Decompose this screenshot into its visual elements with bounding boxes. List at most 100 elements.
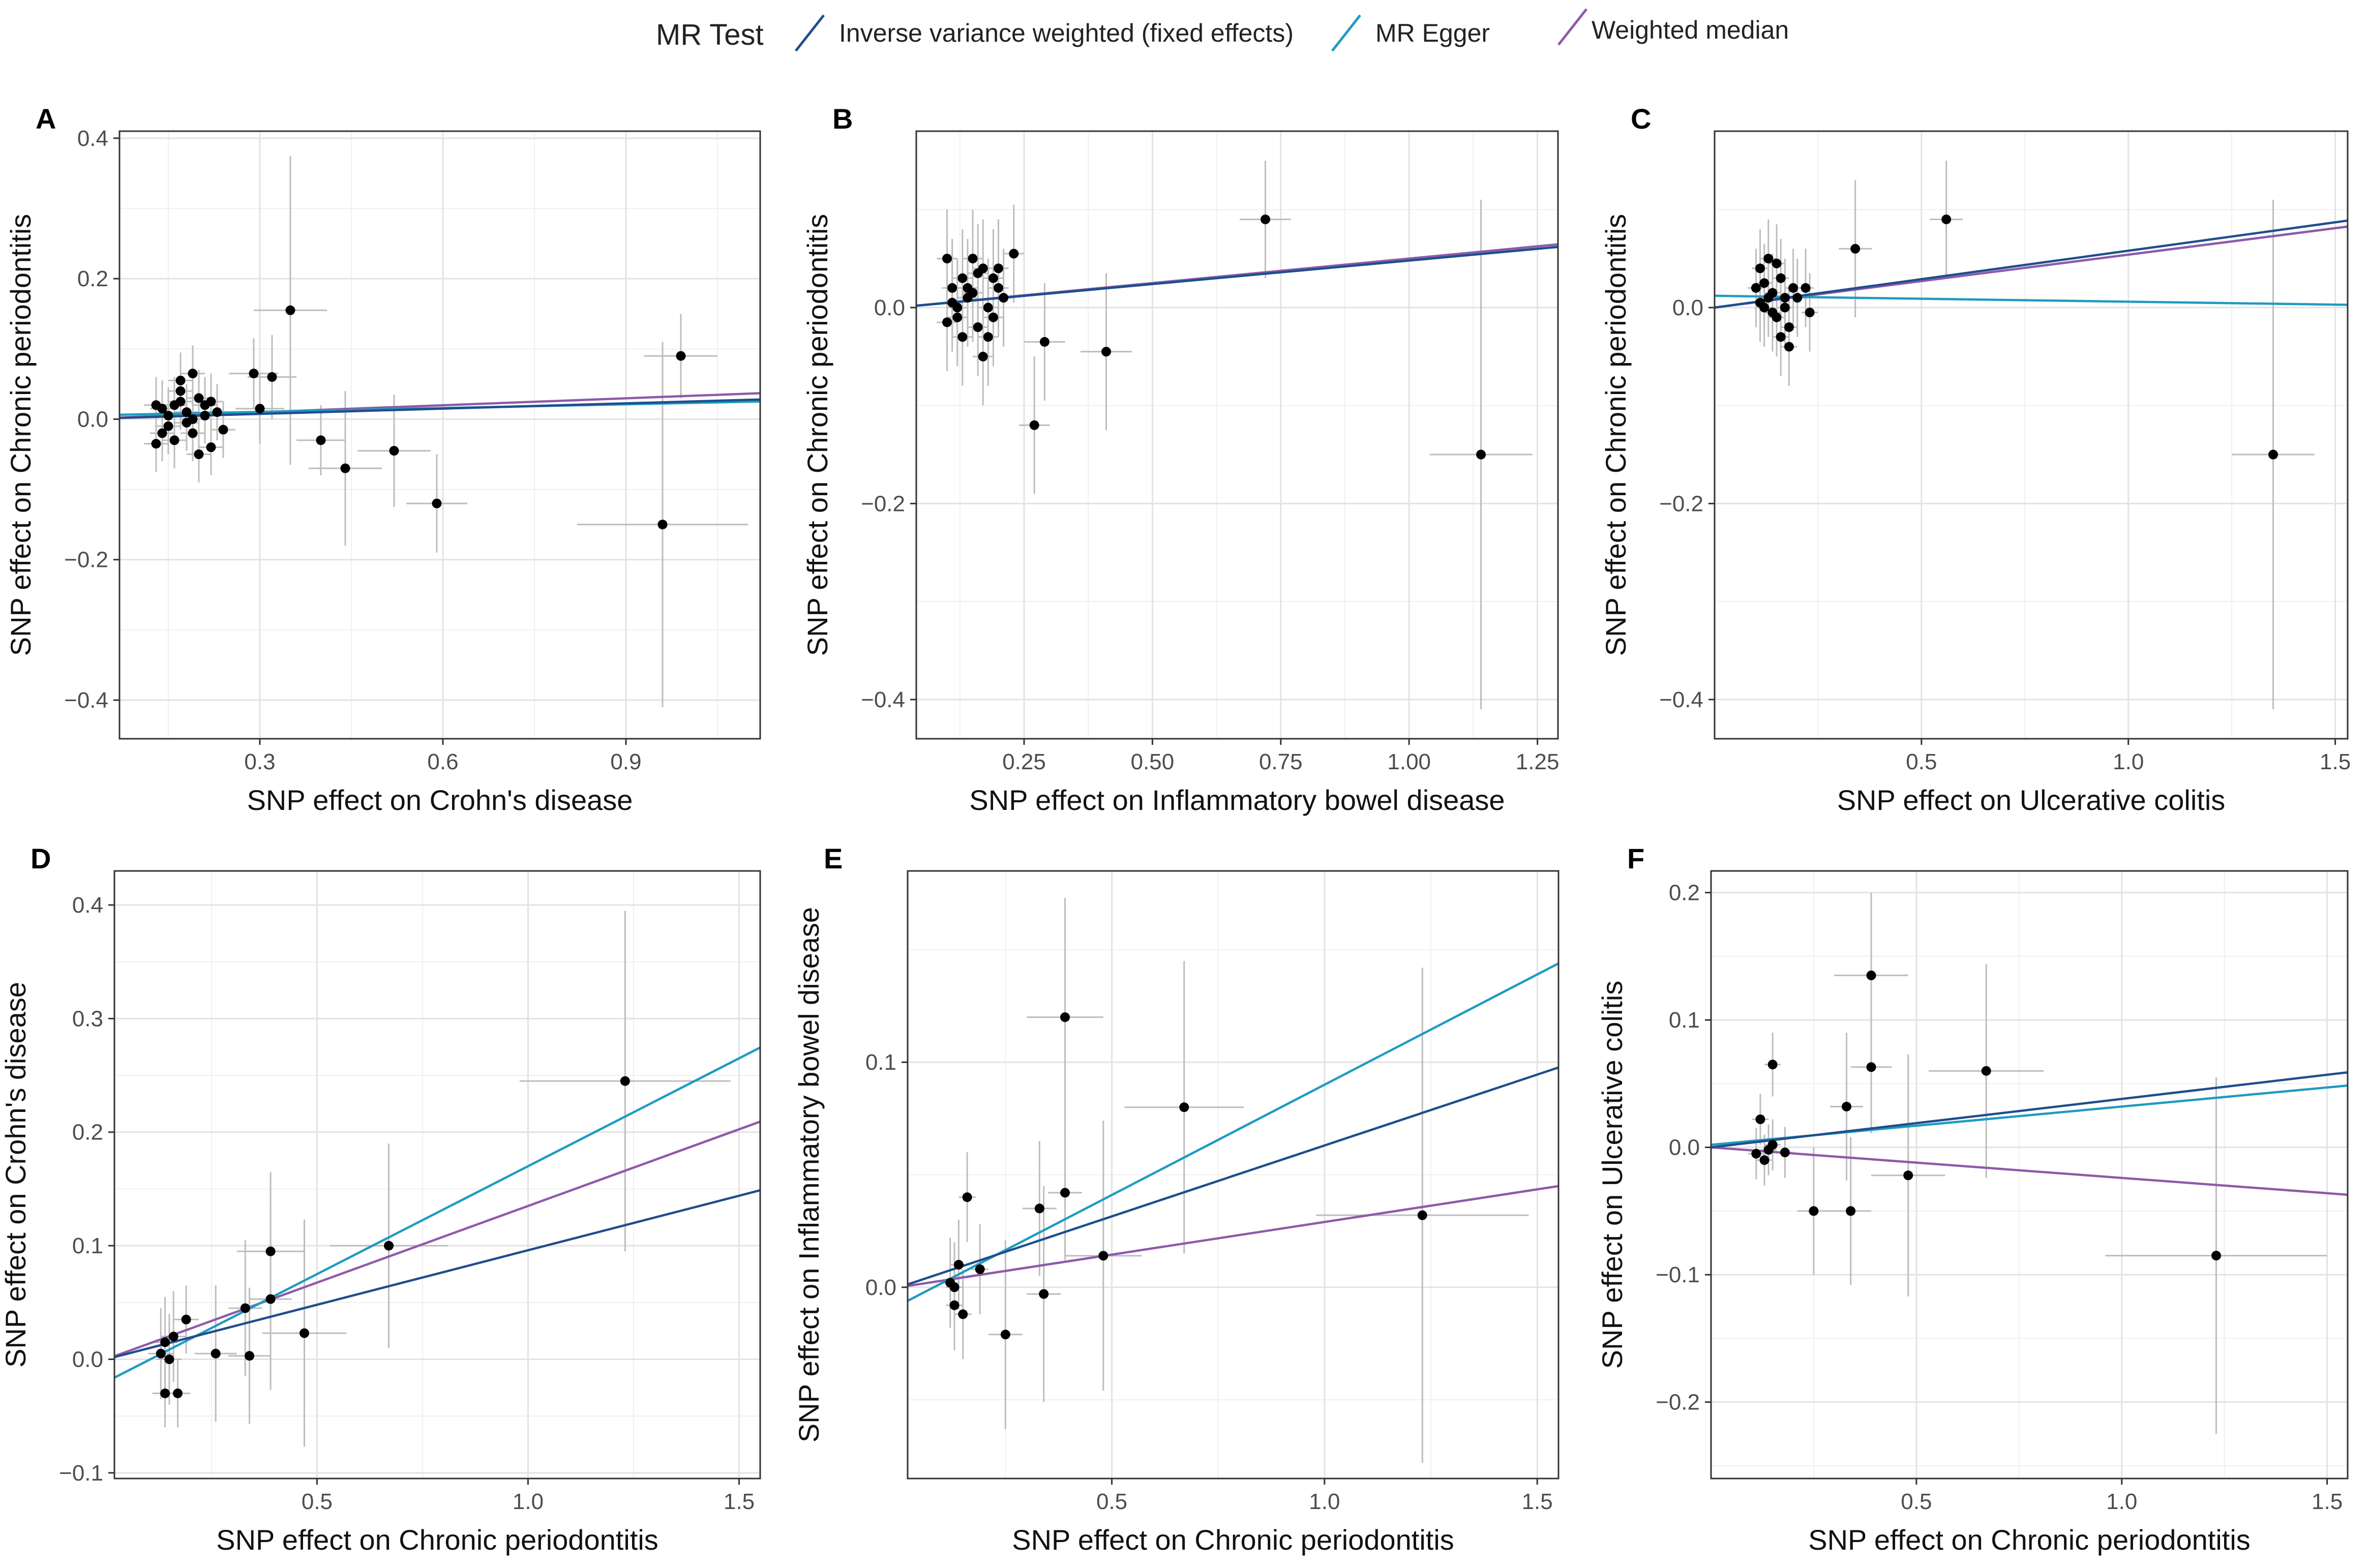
panel-letter-e: E — [824, 842, 843, 875]
data-point — [245, 1351, 255, 1361]
data-point — [389, 446, 399, 456]
data-point — [175, 397, 186, 407]
x-tick-label: 0.75 — [1259, 749, 1303, 774]
x-tick-label: 1.0 — [2106, 1489, 2137, 1514]
panel-border-c — [1714, 130, 2349, 740]
plot-background-c — [1715, 131, 2348, 739]
plot-background-f — [1711, 871, 2348, 1479]
data-point — [1780, 303, 1790, 313]
gridlines-c — [1715, 131, 2348, 739]
axis-ticks-d: 0.5 1.0 1.5 −0.1 0.0 0.1 0.2 0.3 0.4 — [59, 893, 755, 1514]
legend-item-egger: MR Egger — [1331, 14, 1490, 52]
data-point — [988, 273, 998, 283]
x-axis-label-a: SNP effect on Crohn's disease — [247, 784, 633, 816]
y-axis-label-a: SNP effect on Chronic periodontitis — [5, 214, 37, 656]
data-point — [173, 1388, 183, 1398]
data-point — [952, 312, 963, 322]
y-tick-label: 0.0 — [865, 1275, 896, 1300]
regression-line-egger — [114, 1046, 760, 1379]
regression-line-median — [1711, 1146, 2348, 1196]
plot-background-d — [114, 871, 760, 1479]
data-point — [432, 498, 442, 508]
data-point — [1751, 283, 1761, 293]
data-point — [1261, 214, 1271, 224]
panel-border-e — [907, 870, 1560, 1480]
regression-line-ivw — [916, 246, 1558, 307]
y-tick-label: 0.0 — [77, 407, 108, 432]
legend-title: MR Test — [656, 18, 764, 51]
y-tick-label: −0.1 — [59, 1461, 103, 1486]
data-point — [1784, 342, 1794, 352]
legend-label-ivw: Inverse variance weighted (fixed effects… — [839, 19, 1294, 47]
data-point — [1805, 308, 1815, 318]
data-point — [156, 1348, 166, 1359]
data-point — [1060, 1188, 1070, 1198]
data-point — [1098, 1251, 1108, 1261]
data-point — [188, 369, 198, 379]
data-point — [1763, 293, 1774, 303]
regression-lines-e — [908, 962, 1558, 1303]
data-point — [947, 297, 957, 308]
y-tick-label: −0.2 — [1659, 491, 1703, 516]
points-c — [1751, 214, 2278, 460]
data-point — [1801, 283, 1811, 293]
points-b — [942, 214, 1486, 460]
legend-key-ivw — [795, 14, 825, 52]
data-point — [1850, 244, 1861, 254]
panel-letter-f: F — [1627, 842, 1644, 875]
legend-item-median: Weighted median — [1557, 8, 1789, 46]
points-d — [156, 1076, 630, 1398]
data-point — [1759, 1155, 1770, 1165]
data-point — [175, 375, 186, 385]
regression-lines-b — [916, 243, 1558, 307]
y-tick-label: 0.0 — [874, 295, 905, 320]
data-point — [1792, 293, 1803, 303]
x-tick-label: 0.5 — [302, 1489, 333, 1514]
data-point — [194, 393, 204, 403]
y-tick-label: 0.2 — [72, 1120, 103, 1145]
data-point — [175, 386, 186, 396]
x-axis-label-c: SNP effect on Ulcerative colitis — [1837, 784, 2226, 816]
axis-ticks-e: 0.5 1.0 1.5 0.0 0.1 — [865, 1050, 1553, 1514]
data-point — [1767, 308, 1778, 318]
data-point — [1755, 297, 1765, 308]
data-point — [1755, 1114, 1765, 1125]
data-point — [249, 369, 259, 379]
data-point — [1029, 420, 1039, 430]
data-point — [1763, 254, 1774, 264]
legend-key-median — [1557, 8, 1587, 46]
x-tick-label: 1.5 — [724, 1489, 755, 1514]
data-point — [676, 351, 686, 361]
x-tick-label: 1.5 — [2320, 749, 2351, 774]
data-point — [163, 411, 173, 421]
data-point — [265, 1246, 276, 1256]
regression-lines-f — [1711, 1071, 2348, 1196]
x-tick-label: 1.5 — [1522, 1489, 1553, 1514]
data-point — [983, 303, 993, 313]
data-point — [1755, 263, 1765, 274]
x-axis-label-d: SNP effect on Chronic periodontitis — [216, 1524, 658, 1556]
data-point — [1866, 1062, 1876, 1072]
y-tick-label: 0.1 — [72, 1233, 103, 1258]
y-axis-label-c: SNP effect on Chronic periodontitis — [1600, 214, 1632, 656]
data-point — [1759, 278, 1770, 288]
x-tick-label: 0.9 — [610, 749, 641, 774]
data-point — [188, 414, 198, 424]
data-point — [340, 463, 350, 473]
data-point — [218, 425, 228, 435]
data-point — [1776, 273, 1786, 283]
data-point — [957, 273, 968, 283]
data-point — [1784, 322, 1794, 332]
y-tick-label: 0.4 — [77, 126, 108, 151]
data-point — [285, 305, 295, 315]
x-axis-label-e: SNP effect on Chronic periodontitis — [1012, 1524, 1454, 1556]
data-point — [211, 1348, 221, 1359]
data-point — [975, 1264, 985, 1274]
data-point — [942, 254, 952, 264]
data-point — [2268, 449, 2278, 460]
y-tick-label: 0.0 — [72, 1347, 103, 1372]
data-point — [212, 407, 222, 417]
